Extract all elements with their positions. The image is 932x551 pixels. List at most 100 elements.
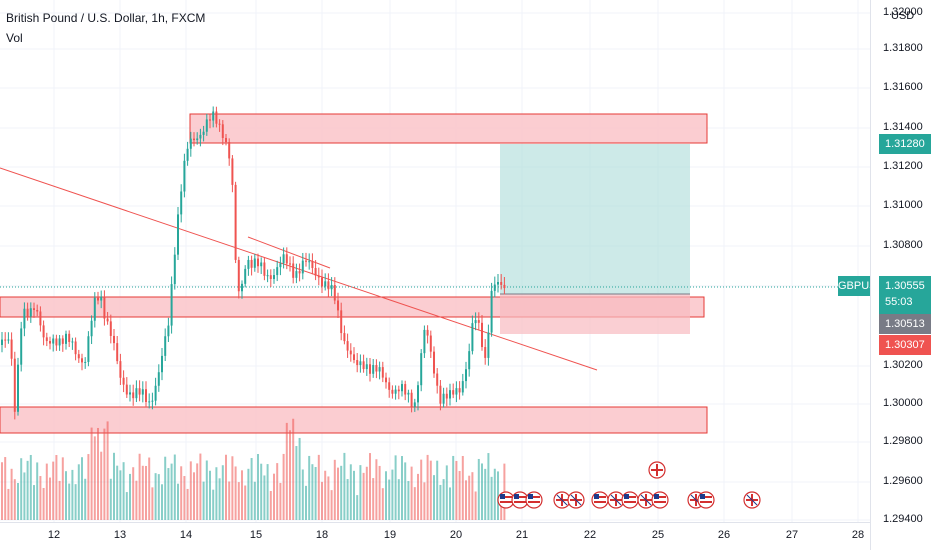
volume-bar [465,480,467,520]
chart-area[interactable]: British Pound / U.S. Dollar, 1h, FXCM Vo… [0,0,884,522]
volume-bar [471,472,474,520]
volume-bar [266,464,269,520]
candle-body [13,358,16,412]
volume-bar [337,467,339,520]
candle-body [282,254,285,264]
candle-body [199,134,202,139]
uk-flag-icon[interactable] [648,461,666,479]
volume-bar [119,470,122,520]
uk-flag-icon[interactable] [607,491,625,509]
volume-bar [154,473,157,520]
trendline-short[interactable] [247,236,331,269]
candle-body [193,138,195,141]
volume-bar [68,483,71,520]
volume-bar [433,475,435,520]
volume-bar [193,472,195,520]
volume-bar [340,465,343,520]
support-zone-bottom[interactable] [0,406,708,434]
price-axis-label: 1.29600 [883,475,923,487]
volume-bar [36,462,39,520]
us-flag-icon[interactable] [651,491,669,509]
candle-body [436,373,439,386]
volume-bar [324,470,327,520]
volume-bar [100,451,103,520]
volume-bar [273,473,275,520]
time-axis[interactable]: 12 13 14 15 18 19 20 21 22 25 26 27 28 [0,522,870,551]
candle-body [52,338,55,344]
volume-bar [285,422,288,520]
volume-bar [493,468,496,520]
candle-body [241,283,243,292]
volume-bar [385,471,387,520]
volume-bar [26,460,29,520]
candle-body [205,119,208,132]
volume-bar [167,468,170,520]
candle-body [497,282,499,285]
candle-body [314,268,317,276]
stop-loss-area[interactable] [500,294,690,334]
volume-bar [231,456,234,520]
volume-bar [481,463,483,520]
candle-body [237,259,240,292]
candle-body [218,123,221,125]
candle-body [401,384,403,392]
candle-body [23,308,26,329]
volume-bar [362,472,365,520]
trendline-long[interactable] [0,167,598,371]
profit-target-area[interactable] [500,144,690,294]
grid [0,0,870,522]
candle-body [295,271,298,278]
resistance-zone[interactable] [189,113,708,144]
candle-body [132,392,135,399]
economic-events[interactable] [497,461,761,509]
volume-bar [244,485,247,520]
volume-bar [417,473,419,520]
volume-bar [429,460,432,520]
time-axis-label: 27 [785,529,799,541]
candle-body [119,361,122,378]
us-flag-icon[interactable] [621,491,639,509]
us-flag-icon[interactable] [697,491,715,509]
candle-body [26,308,29,317]
current-price-tag: 1.30555 55:03 [879,276,931,314]
candle-body [481,322,483,348]
candle-body [100,296,103,301]
candle-body [250,259,253,268]
candle-body [449,390,451,399]
candle-body [17,364,19,412]
volume-bar [186,488,189,520]
volume-bar [61,457,64,520]
candle-body [260,262,263,267]
candle-body [36,309,39,312]
price-axis-label: 1.31400 [883,121,923,133]
candle-body [337,300,339,311]
candle-body [49,341,51,344]
candle-body [394,389,397,394]
us-flag-icon[interactable] [525,491,543,509]
candle-body [388,382,391,390]
candle-body [301,260,304,274]
volume-bar [33,485,35,520]
volume-bar [42,487,45,520]
uk-flag-icon[interactable] [743,491,761,509]
candle-body [330,285,333,290]
candle-body [397,389,400,392]
volume-bar [423,482,426,520]
volume-bar [455,460,458,520]
price-chart[interactable] [0,0,870,522]
volume-bar [97,427,99,520]
price-axis-label: 1.30200 [883,359,923,371]
volume-bar [282,453,285,520]
candle-body [93,297,96,321]
us-flag-icon[interactable] [591,491,609,509]
candle-body [90,320,93,337]
uk-flag-icon[interactable] [567,491,585,509]
volume-bar [308,455,311,520]
volume-bar [129,473,131,520]
volume-bar [349,464,352,520]
time-axis-label: 20 [449,529,463,541]
bar-countdown: 55:03 [885,296,913,308]
entry-price-tag: 1.30513 [879,314,931,334]
candle-body [244,268,247,284]
price-axis[interactable]: USD 1.32000 1.31800 1.31600 1.31400 1.31200 1… [870,0,932,550]
